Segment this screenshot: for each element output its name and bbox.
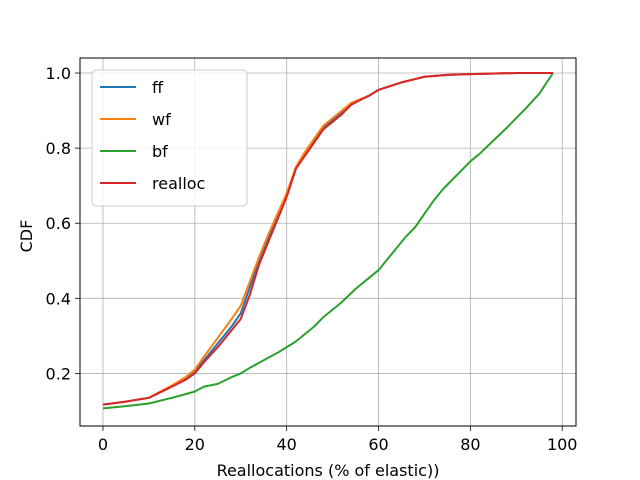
y-tick-label: 0.6 — [46, 214, 71, 233]
series-lines — [102, 72, 554, 410]
x-axis-label: Reallocations (% of elastic)) — [217, 461, 440, 480]
series-line-realloc — [102, 72, 553, 406]
x-tick-label: 0 — [98, 435, 108, 454]
x-tick-label: 80 — [460, 435, 480, 454]
x-tick-label: 100 — [547, 435, 578, 454]
plot-frame — [79, 57, 577, 427]
y-tick-label: 0.2 — [46, 364, 71, 383]
y-tick-label: 0.8 — [46, 139, 71, 158]
y-tick-label: 1.0 — [46, 64, 71, 83]
legend-label-realloc: realloc — [152, 174, 205, 193]
series-line-bf — [102, 72, 554, 410]
axis-ticks: 0 20 40 60 80 100 0.2 0.4 0.6 0.8 1.0 — [46, 64, 578, 454]
legend-label-wf: wf — [152, 110, 171, 129]
x-tick-label: 40 — [276, 435, 296, 454]
x-tick-label: 60 — [368, 435, 388, 454]
x-tick-label: 20 — [185, 435, 205, 454]
legend-label-ff: ff — [152, 78, 164, 97]
legend-label-bf: bf — [152, 142, 168, 161]
legend: ff wf bf realloc — [91, 69, 248, 207]
legend-box — [91, 69, 248, 207]
y-tick-label: 0.4 — [46, 289, 71, 308]
y-axis-label: CDF — [17, 220, 36, 253]
